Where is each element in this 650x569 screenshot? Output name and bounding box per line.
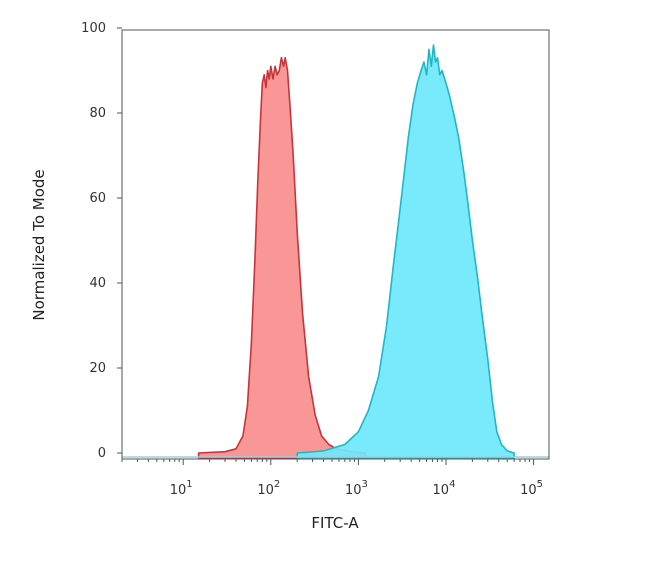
series-layer [122, 44, 549, 459]
x-axis-label: FITC-A [311, 514, 359, 532]
y-tick-label: 20 [89, 361, 106, 376]
y-tick-label: 60 [89, 191, 106, 206]
y-axis-ticks: 0 20 40 60 80 100 [81, 21, 122, 461]
y-axis-label: Normalized To Mode [30, 169, 48, 320]
y-tick-label: 40 [89, 276, 106, 291]
x-tick-label: 101 [170, 479, 193, 498]
x-tick-label: 105 [520, 479, 543, 498]
x-axis-ticks: 101 102 103 104 105 [121, 459, 543, 498]
y-tick-label: 80 [89, 106, 106, 121]
plot-frame [121, 29, 550, 460]
x-tick-label: 102 [257, 479, 280, 498]
x-tick-label: 103 [345, 479, 368, 498]
x-tick-label: 104 [433, 479, 456, 498]
histogram-series-1 [197, 57, 367, 459]
y-tick-label: 0 [98, 446, 106, 461]
histogram-series-2 [296, 44, 515, 459]
y-tick-label: 100 [81, 21, 106, 36]
